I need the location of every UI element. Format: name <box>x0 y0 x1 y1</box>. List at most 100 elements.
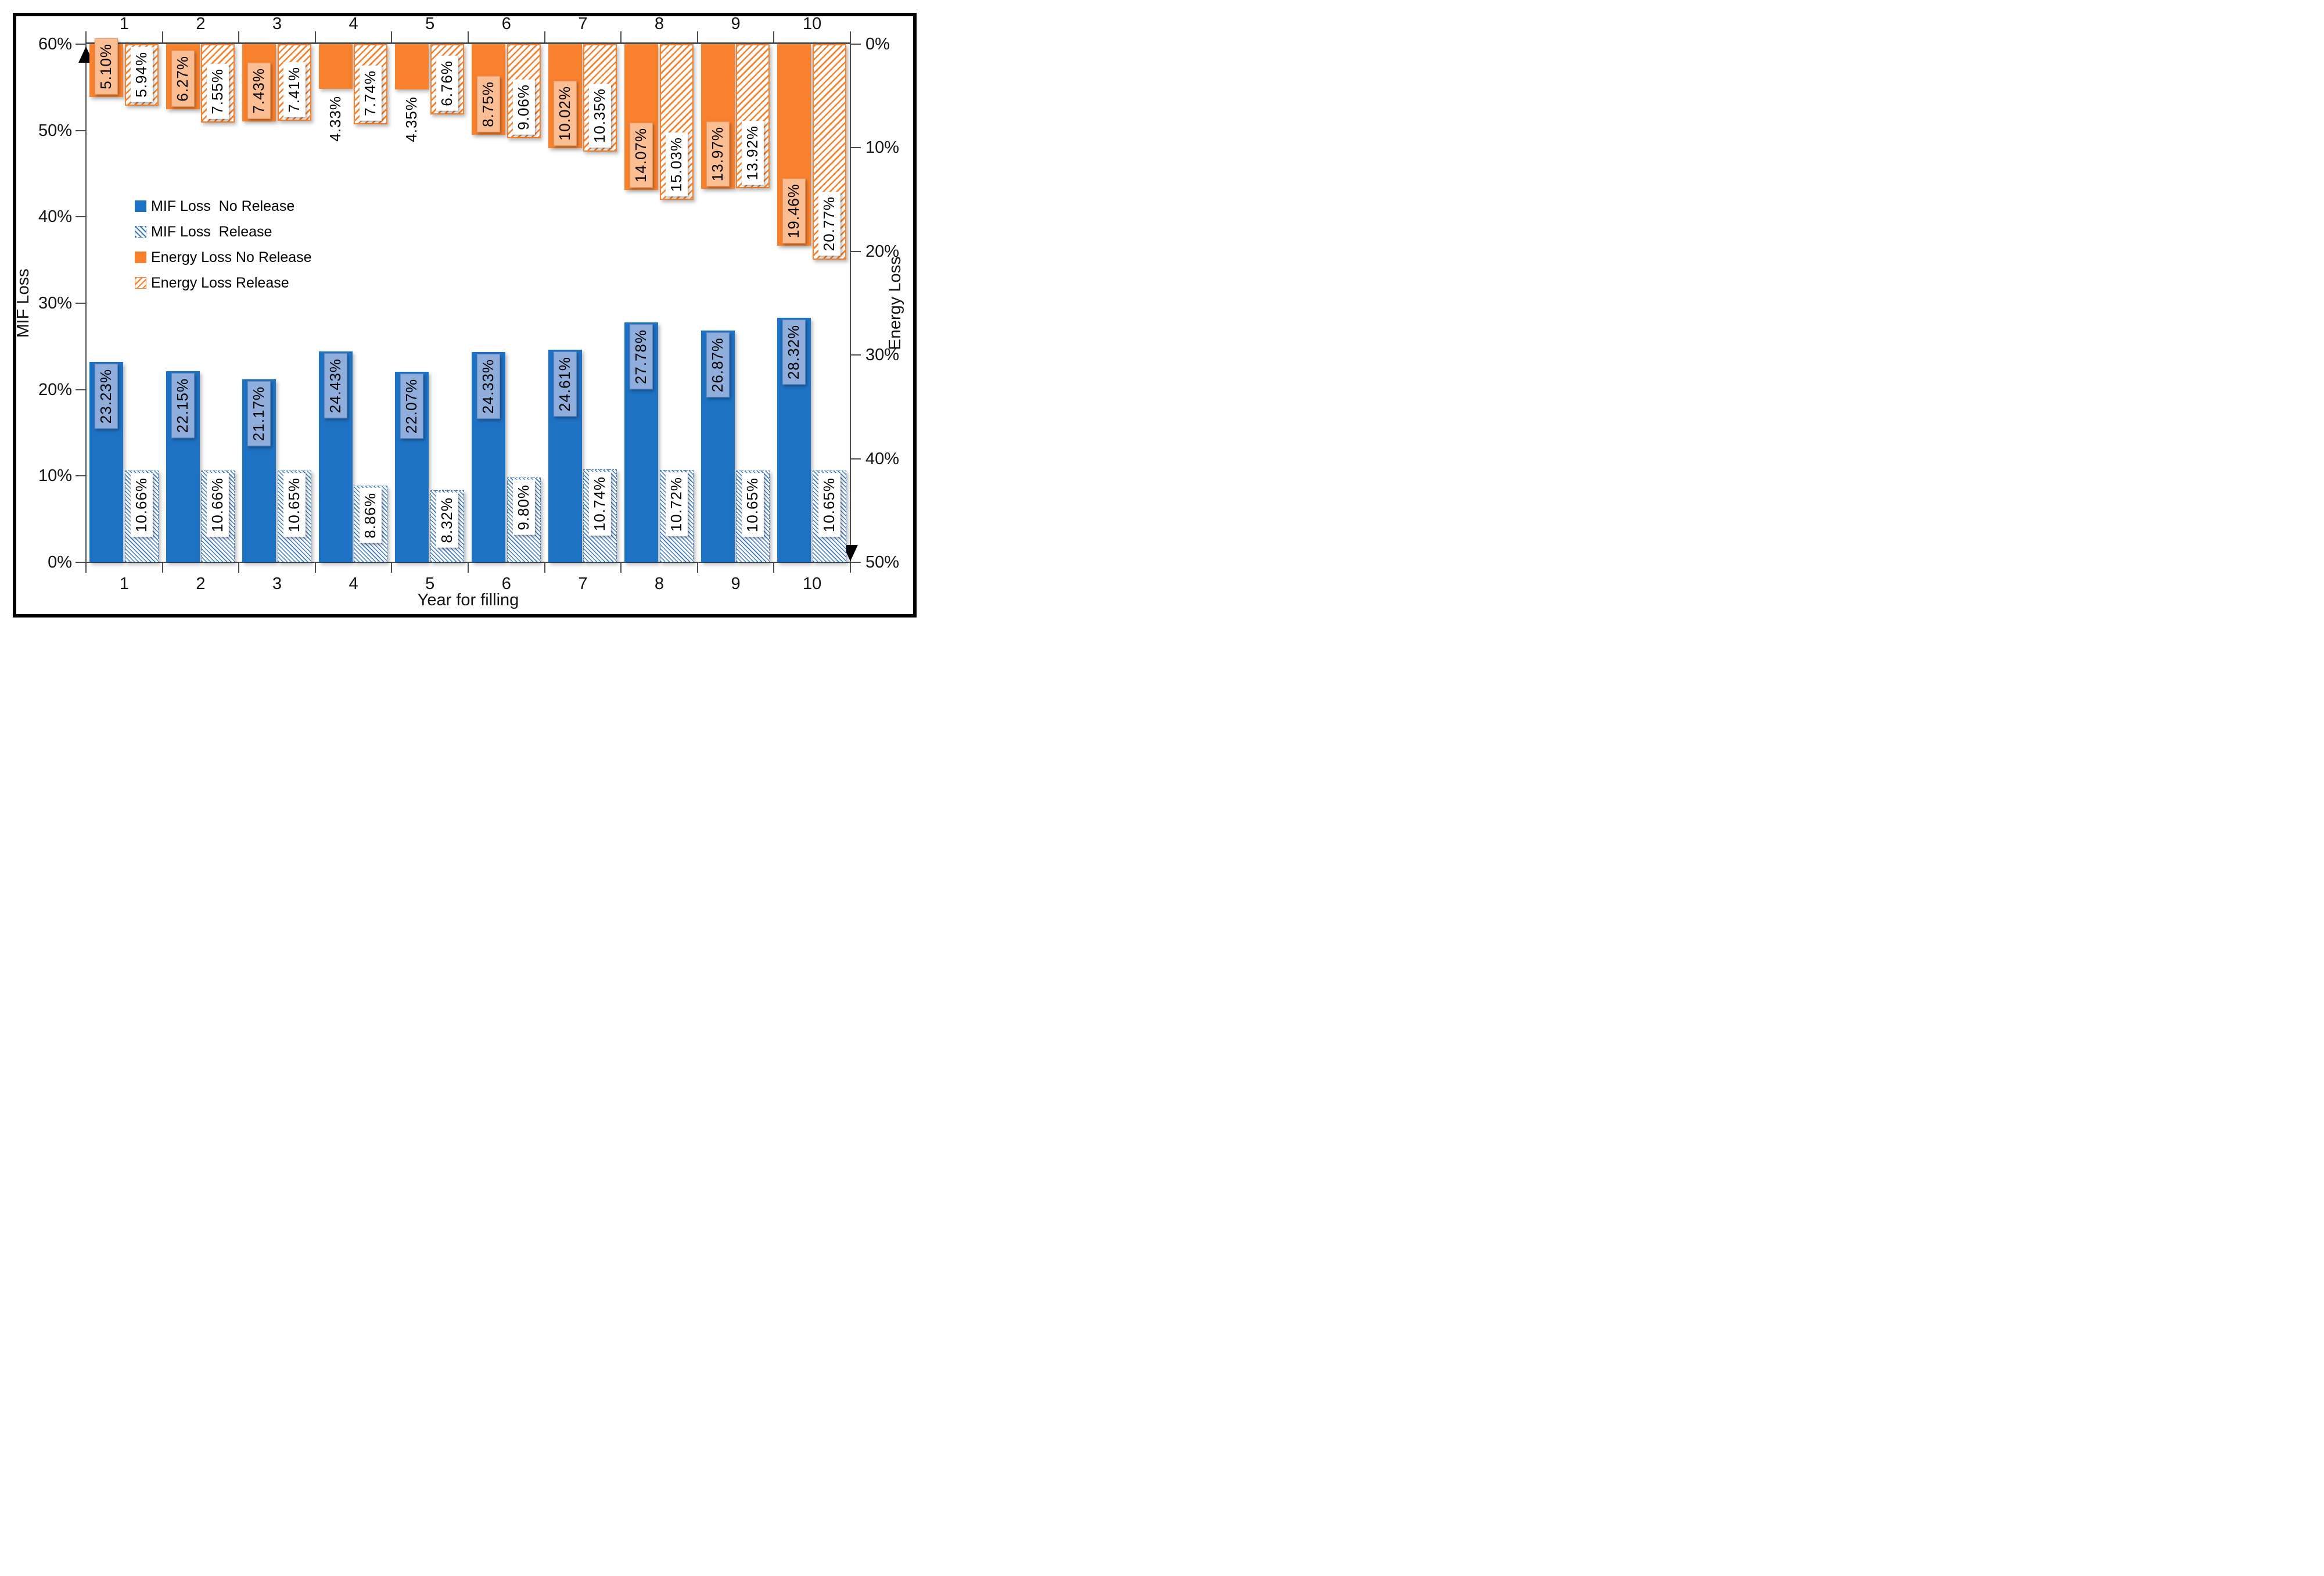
left-axis-tick-label-30pct: 30% <box>38 294 72 313</box>
label-anchor-energy-loss-no-release-year-7: 10.02% <box>548 80 582 146</box>
value-label-energy-loss-release-year-3: 7.41% <box>283 62 306 118</box>
value-label-energy-loss-release-year-10: 20.77% <box>818 192 840 256</box>
bar-energy-loss-no-release-year-2: 6.27% <box>166 44 200 109</box>
label-anchor-energy-loss-release-year-3: 7.41% <box>279 62 310 118</box>
left-axis-tick-label-40pct: 40% <box>38 207 72 227</box>
bottom-axis-tick <box>696 562 698 573</box>
left-axis-tick-label-60pct: 60% <box>38 35 72 53</box>
bar-mif-loss-no-release-year-5: 22.07% <box>395 371 429 562</box>
value-label-energy-loss-no-release-year-3: 7.43% <box>247 62 271 119</box>
legend-item-energy-loss-no-release: Energy Loss No Release <box>135 247 312 267</box>
bottom-year-label-7: 7 <box>578 575 588 593</box>
bar-mif-loss-no-release-year-7: 24.61% <box>548 350 582 562</box>
bottom-axis-tick <box>161 562 163 573</box>
right-axis-tick <box>850 458 861 459</box>
bar-energy-loss-no-release-year-3: 7.43% <box>242 44 276 121</box>
top-year-label-4: 4 <box>349 15 358 33</box>
label-anchor-energy-loss-no-release-year-1: 5.10% <box>89 38 123 95</box>
right-axis-tick-label-10pct: 10% <box>865 138 900 157</box>
bottom-year-label-3: 3 <box>272 575 282 593</box>
top-axis-tick <box>850 31 851 44</box>
value-label-mif-loss-release-year-10: 10.65% <box>818 472 840 537</box>
value-label-energy-loss-no-release-year-8: 14.07% <box>630 122 653 188</box>
label-anchor-mif-loss-release-year-2: 10.66% <box>202 472 234 537</box>
bar-energy-loss-no-release-year-5: 4.35% <box>395 44 429 142</box>
label-anchor-mif-loss-no-release-year-7: 24.61% <box>548 351 582 417</box>
bar-mif-loss-no-release-year-1: 23.23% <box>89 361 123 562</box>
bar-energy-loss-no-release-year-8: 14.07% <box>624 44 659 190</box>
top-year-label-9: 9 <box>731 15 741 33</box>
left-axis-tick <box>76 389 86 390</box>
left-axis-line <box>85 44 87 562</box>
top-axis-tick <box>544 31 545 44</box>
bar-mif-loss-no-release-year-4: 24.43% <box>318 351 353 562</box>
bar-mif-loss-no-release-year-10: 28.32% <box>777 318 811 562</box>
top-axis-tick <box>468 31 469 44</box>
bar-energy-loss-release-year-9: 13.92% <box>736 44 770 189</box>
label-anchor-energy-loss-release-year-7: 10.35% <box>584 84 616 148</box>
label-anchor-energy-loss-release-year-6: 9.06% <box>508 79 540 135</box>
value-label-energy-loss-no-release-year-6: 8.75% <box>477 76 500 133</box>
top-year-label-7: 7 <box>578 15 588 33</box>
label-anchor-energy-loss-release-year-9: 13.92% <box>737 121 768 185</box>
right-axis-tick <box>850 44 861 45</box>
bar-energy-loss-no-release-year-7: 10.02% <box>548 44 582 148</box>
label-anchor-energy-loss-no-release-year-4: 4.33% <box>319 95 353 143</box>
value-label-mif-loss-no-release-year-7: 24.61% <box>553 351 577 417</box>
bottom-year-label-6: 6 <box>501 575 511 593</box>
bottom-axis-tick <box>620 562 622 573</box>
left-axis-title: MIF Loss <box>14 268 33 338</box>
bar-mif-loss-no-release-year-6: 24.33% <box>472 352 505 562</box>
value-label-energy-loss-no-release-year-2: 6.27% <box>171 51 195 107</box>
bar-mif-loss-no-release-year-3: 21.17% <box>242 379 276 562</box>
bottom-axis-tick <box>544 562 545 573</box>
legend-swatch-orange-hatched-icon <box>135 277 146 289</box>
bar-energy-loss-release-year-2: 7.55% <box>201 44 235 123</box>
bar-energy-loss-release-year-4: 7.74% <box>354 44 388 125</box>
label-anchor-mif-loss-no-release-year-9: 26.87% <box>701 332 735 397</box>
bar-mif-loss-no-release-year-8: 27.78% <box>624 322 659 562</box>
left-axis-tick <box>76 130 86 131</box>
left-axis-tick <box>76 44 86 45</box>
left-axis-tick <box>76 475 86 477</box>
label-anchor-mif-loss-no-release-year-8: 27.78% <box>624 324 658 390</box>
bar-mif-loss-release-year-2: 10.66% <box>201 470 235 562</box>
legend: MIF Loss No Release MIF Loss Release Energ… <box>135 196 312 293</box>
right-axis-tick <box>850 562 861 563</box>
left-axis-tick-label-20pct: 20% <box>38 380 72 399</box>
legend-label-energy-loss-release: Energy Loss Release <box>151 275 289 291</box>
bar-mif-loss-release-year-8: 10.72% <box>659 469 694 562</box>
value-label-energy-loss-release-year-5: 6.76% <box>436 55 458 111</box>
top-axis-tick <box>620 31 622 44</box>
value-label-mif-loss-release-year-9: 10.65% <box>742 472 764 537</box>
right-axis-line <box>850 44 851 562</box>
value-label-mif-loss-no-release-year-5: 22.07% <box>400 373 424 439</box>
right-axis-tick <box>850 354 861 356</box>
value-label-mif-loss-release-year-7: 10.74% <box>589 472 612 536</box>
bottom-year-label-9: 9 <box>731 575 741 593</box>
legend-swatch-blue-solid-icon <box>135 200 146 212</box>
bottom-year-label-1: 1 <box>119 575 129 593</box>
value-label-energy-loss-no-release-year-4: 4.33% <box>326 96 344 142</box>
value-label-energy-loss-release-year-4: 7.74% <box>360 66 382 121</box>
top-axis-tick <box>314 31 316 44</box>
bottom-axis-tick <box>314 562 316 573</box>
value-label-mif-loss-no-release-year-4: 24.43% <box>324 353 347 418</box>
label-anchor-mif-loss-release-year-5: 8.32% <box>431 493 464 548</box>
bar-mif-loss-no-release-year-2: 22.15% <box>166 371 200 562</box>
top-year-label-2: 2 <box>196 15 206 33</box>
bar-energy-loss-release-year-10: 20.77% <box>812 44 846 260</box>
bar-energy-loss-no-release-year-1: 5.10% <box>89 38 123 97</box>
label-anchor-energy-loss-release-year-10: 20.77% <box>814 192 845 256</box>
label-anchor-energy-loss-no-release-year-5: 4.35% <box>395 95 429 143</box>
bar-mif-loss-release-year-6: 9.80% <box>507 478 541 562</box>
bar-energy-loss-no-release-year-4: 4.33% <box>318 44 353 142</box>
bar-mif-loss-release-year-7: 10.74% <box>583 469 617 562</box>
top-year-label-6: 6 <box>501 15 511 33</box>
value-label-mif-loss-release-year-6: 9.80% <box>512 480 535 536</box>
value-label-energy-loss-release-year-8: 15.03% <box>665 132 688 197</box>
bar-mif-loss-release-year-9: 10.65% <box>736 470 770 562</box>
value-label-mif-loss-release-year-1: 10.66% <box>130 472 153 537</box>
label-anchor-energy-loss-release-year-4: 7.74% <box>355 66 386 121</box>
label-anchor-energy-loss-release-year-8: 15.03% <box>661 132 692 197</box>
